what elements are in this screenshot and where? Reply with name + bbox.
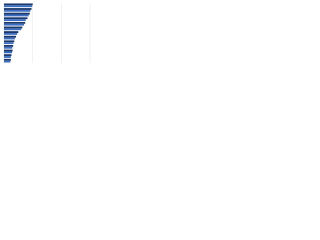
bar: [4, 56, 11, 58]
bar: [4, 9, 31, 12]
bar: [4, 42, 14, 45]
bar: [4, 33, 18, 35]
bar: [4, 19, 26, 21]
bar: [4, 40, 15, 43]
bar: [4, 37, 15, 40]
bar: [4, 31, 19, 33]
bar: [4, 17, 28, 20]
bar: [4, 5, 33, 8]
bar: [4, 28, 22, 31]
bar: [4, 14, 29, 17]
bar: [4, 45, 14, 47]
bar: [4, 26, 23, 29]
bar: [4, 8, 32, 10]
background: [0, 0, 100, 71]
chart: [0, 0, 100, 71]
bar: [4, 46, 13, 49]
bar: [4, 12, 30, 15]
bar: [4, 35, 17, 38]
bar: [4, 3, 33, 6]
bar: [4, 49, 13, 52]
bar: [4, 54, 12, 57]
bar: [4, 60, 11, 63]
bar: [4, 23, 25, 26]
bar: [4, 21, 26, 24]
bar: [4, 58, 11, 61]
bar: [4, 51, 13, 54]
